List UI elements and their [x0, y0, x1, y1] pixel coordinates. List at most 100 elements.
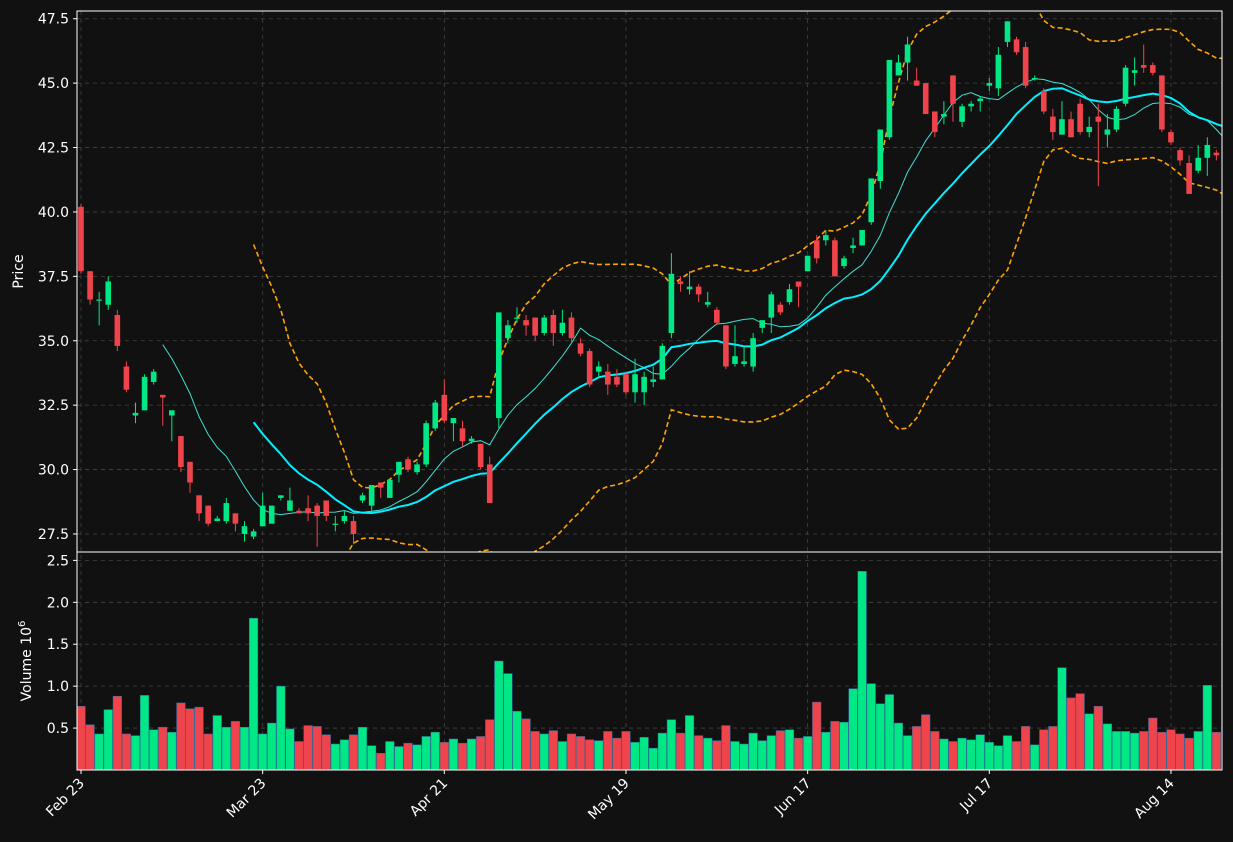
candle-body — [1195, 157, 1202, 171]
candle-body — [387, 479, 393, 498]
volume-bar — [1193, 731, 1203, 770]
candle-body — [1213, 152, 1220, 156]
candle-body — [841, 258, 847, 267]
candle-body — [632, 374, 638, 393]
price-axis-label: Price — [11, 254, 27, 288]
candle-body — [559, 322, 566, 334]
candle — [886, 59, 893, 140]
candle-body — [904, 44, 911, 63]
candle-body — [614, 376, 620, 385]
volume-bar — [1102, 723, 1112, 770]
candle-body — [986, 83, 993, 86]
volume-bar — [848, 688, 858, 770]
candle — [150, 369, 157, 385]
volume-bar — [694, 735, 704, 770]
volume-bar — [993, 745, 1003, 770]
candle — [214, 515, 221, 522]
candle — [523, 314, 529, 336]
candle-body — [1122, 67, 1129, 104]
candle — [977, 96, 984, 112]
candle — [777, 302, 784, 315]
volume-bar — [857, 571, 867, 770]
candle-body — [913, 80, 920, 86]
candle — [505, 320, 511, 344]
candle-body — [1113, 108, 1120, 130]
candle-body — [323, 500, 330, 516]
volume-bar — [158, 726, 168, 770]
volume-bar — [1048, 726, 1058, 770]
candle-body — [1177, 150, 1183, 161]
candle — [895, 54, 902, 76]
candle-body — [1022, 47, 1029, 86]
volume-bar — [221, 726, 231, 770]
candle-body — [305, 508, 311, 514]
candle-body — [977, 98, 984, 102]
candle — [959, 103, 965, 127]
candle-body — [1050, 116, 1056, 133]
candle — [305, 495, 311, 522]
volume-bar — [975, 734, 985, 770]
candle — [850, 237, 856, 254]
candle-body — [704, 302, 711, 305]
volume-bar — [1075, 693, 1085, 770]
candle — [1077, 98, 1083, 135]
candle-body — [1149, 65, 1156, 73]
candle-body — [832, 240, 838, 277]
volume-bar — [648, 747, 658, 770]
volume-bar — [657, 732, 667, 770]
candle — [650, 366, 657, 388]
candle — [296, 508, 302, 514]
candle-body — [1140, 65, 1147, 68]
candles — [78, 21, 1220, 547]
candle-body — [659, 345, 666, 380]
candle — [241, 521, 248, 542]
candle — [1195, 144, 1202, 174]
candle — [659, 343, 666, 380]
candle-body — [932, 111, 938, 133]
volume-bar — [794, 737, 804, 770]
candle-body — [87, 271, 93, 300]
volume-bar — [576, 736, 586, 770]
volume-bar — [1148, 717, 1158, 770]
volume-bar — [1011, 741, 1022, 770]
candle-body — [777, 304, 784, 313]
candle-body — [477, 443, 484, 467]
volume-bar — [1184, 737, 1194, 770]
candle — [913, 67, 920, 86]
candle — [714, 307, 720, 326]
candle-body — [150, 371, 157, 382]
volume-bar — [639, 737, 649, 770]
volume-bar — [85, 724, 95, 770]
candle — [605, 363, 611, 395]
volume-bar — [176, 702, 186, 770]
candle — [87, 271, 93, 305]
candle-body — [686, 286, 693, 290]
volume-bar — [803, 736, 813, 770]
price-panel-frame — [76, 10, 1223, 553]
candle-body — [1095, 116, 1102, 122]
candle — [141, 374, 148, 411]
candle — [1177, 147, 1183, 166]
candle-body — [350, 521, 357, 534]
volume-bar — [921, 714, 931, 770]
overlays — [162, 11, 1222, 552]
candle-body — [823, 235, 829, 241]
candle-body — [196, 495, 202, 514]
x-tick-label: Mar 23 — [224, 776, 270, 822]
volume-bar — [303, 725, 313, 770]
candle — [1140, 44, 1147, 73]
candle-body — [259, 505, 266, 527]
candle — [632, 358, 638, 403]
price-y-tick-label: 42.5 — [38, 141, 69, 157]
volume-bar — [167, 732, 177, 770]
candle-body — [496, 312, 502, 419]
volume-bar — [630, 742, 640, 770]
candle — [786, 284, 793, 305]
candle-body — [568, 317, 575, 339]
candle-body — [859, 229, 865, 246]
candle — [832, 237, 838, 277]
candle — [359, 492, 366, 504]
volume-bar — [439, 742, 449, 770]
candle-body — [1104, 129, 1111, 135]
volume-bar — [1057, 667, 1067, 770]
